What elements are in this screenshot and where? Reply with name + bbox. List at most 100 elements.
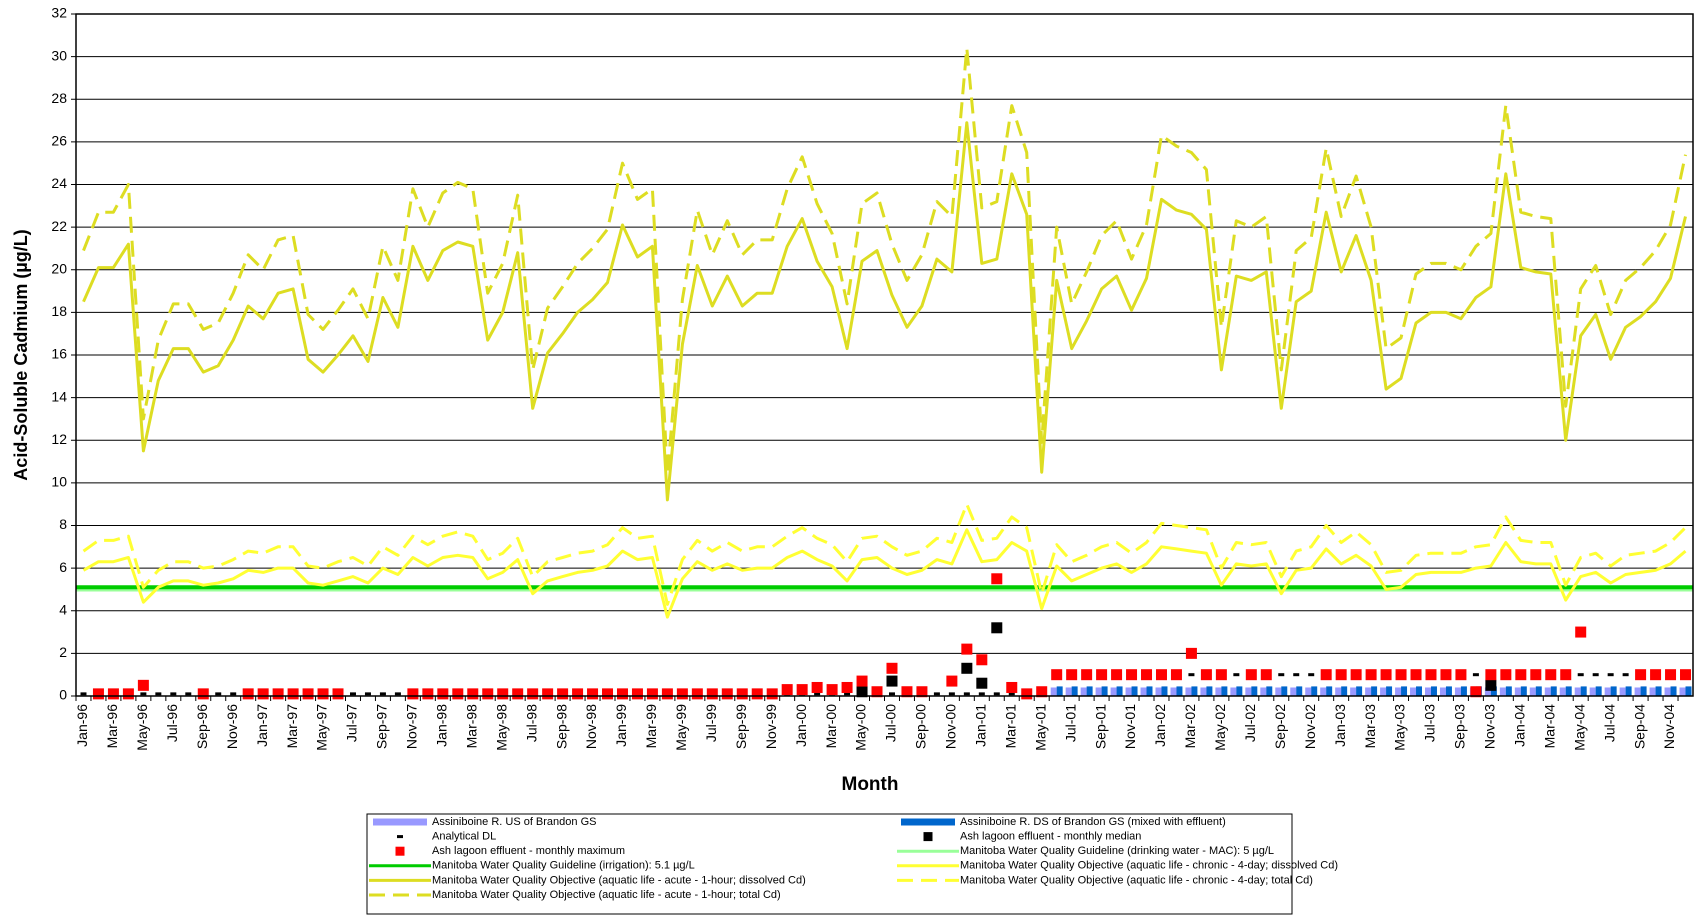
square-marker <box>1170 669 1182 681</box>
x-tick-label: May-01 <box>1032 704 1048 751</box>
x-tick-label: Jul-03 <box>1422 704 1438 742</box>
square-marker <box>317 688 329 700</box>
bar <box>1065 687 1072 696</box>
bar <box>1410 687 1417 696</box>
x-tick-label: Nov-98 <box>583 704 599 749</box>
bar <box>1685 686 1692 696</box>
square-marker <box>1665 669 1677 681</box>
bar <box>1140 687 1147 696</box>
square-marker <box>751 688 763 700</box>
legend-item: Assiniboine R. US of Brandon GS <box>373 816 596 828</box>
bar <box>1350 687 1357 696</box>
y-tick-label: 2 <box>59 644 67 660</box>
square-marker <box>1575 626 1587 638</box>
legend-label: Manitoba Water Quality Objective (aquati… <box>960 874 1313 886</box>
x-tick-label: May-97 <box>314 704 330 751</box>
bar <box>1401 686 1408 696</box>
bar <box>1445 686 1452 696</box>
x-tick-label: Jan-03 <box>1332 704 1348 747</box>
bar <box>1559 687 1566 696</box>
bar <box>1086 686 1093 696</box>
square-marker <box>691 688 703 700</box>
bar <box>1101 686 1108 696</box>
x-tick-label: May-04 <box>1571 704 1587 751</box>
bar <box>1281 686 1288 696</box>
square-marker <box>1245 669 1257 681</box>
square-marker <box>1410 669 1422 681</box>
square-marker <box>422 688 434 700</box>
square-marker <box>1395 669 1407 681</box>
bar <box>1221 686 1228 696</box>
square-marker <box>1066 669 1078 681</box>
bar <box>1424 687 1431 696</box>
bar <box>1251 686 1258 696</box>
square-marker <box>1111 669 1123 681</box>
legend-item: Ash lagoon effluent - monthly maximum <box>395 845 625 857</box>
square-marker <box>1096 669 1108 681</box>
bar <box>1619 687 1626 696</box>
square-marker <box>1006 681 1018 693</box>
bar <box>1305 687 1312 696</box>
bar <box>1505 686 1512 696</box>
square-marker <box>811 681 823 693</box>
legend-label: Ash lagoon effluent - monthly maximum <box>432 845 625 857</box>
legend-label: Analytical DL <box>432 831 496 843</box>
bar <box>1356 686 1363 696</box>
bar <box>1296 686 1303 696</box>
dashed-line <box>82 502 1687 606</box>
square-marker <box>766 688 778 700</box>
bar <box>1131 686 1138 696</box>
bar <box>1365 687 1372 696</box>
bar <box>1640 686 1647 696</box>
bar <box>1460 686 1467 696</box>
legend-item: Assiniboine R. DS of Brandon GS (mixed w… <box>901 816 1226 828</box>
bar <box>1529 687 1536 696</box>
square-marker <box>946 675 958 687</box>
y-tick-label: 32 <box>51 5 67 21</box>
square-marker <box>287 688 299 700</box>
x-tick-label: Mar-03 <box>1362 704 1378 749</box>
y-tick-label: 12 <box>51 431 67 447</box>
bar <box>1595 686 1602 696</box>
x-tick-label: Nov-97 <box>404 704 420 749</box>
square-marker <box>1635 669 1647 681</box>
legend-label: Manitoba Water Quality Guideline (drinki… <box>960 845 1274 857</box>
y-tick-label: 26 <box>51 133 67 149</box>
square-marker <box>527 688 539 700</box>
bar <box>1320 687 1327 696</box>
y-tick-label: 8 <box>59 516 67 532</box>
square-marker <box>437 688 449 700</box>
bar <box>1185 687 1192 696</box>
x-tick-label: Sep-98 <box>553 704 569 749</box>
legend-symbol <box>923 832 933 842</box>
y-tick-label: 16 <box>51 346 67 362</box>
square-marker <box>572 688 584 700</box>
bar <box>1610 686 1617 696</box>
bar <box>1625 686 1632 696</box>
y-tick-label: 14 <box>51 388 67 404</box>
square-marker <box>1185 647 1197 659</box>
x-tick-label: Sep-03 <box>1452 704 1468 749</box>
square-marker <box>736 688 748 700</box>
x-tick-label: Jan-96 <box>74 704 90 747</box>
x-tick-label: Mar-96 <box>104 704 120 749</box>
x-tick-label: May-02 <box>1212 704 1228 751</box>
square-marker <box>587 688 599 700</box>
bar <box>1245 687 1252 696</box>
square-marker <box>826 684 838 696</box>
bar <box>1380 687 1387 696</box>
legend-label: Manitoba Water Quality Objective (aquati… <box>432 874 806 886</box>
bar <box>1236 686 1243 696</box>
legend-item: Manitoba Water Quality Guideline (irriga… <box>369 860 695 872</box>
square-marker <box>856 686 868 698</box>
y-tick-label: 10 <box>51 474 67 490</box>
square-marker <box>1530 669 1542 681</box>
square-marker <box>1545 669 1557 681</box>
square-marker <box>721 688 733 700</box>
x-tick-label: Jul-98 <box>523 704 539 742</box>
legend-item: Manitoba Water Quality Objective (aquati… <box>897 874 1313 886</box>
legend-label: Manitoba Water Quality Objective (aquati… <box>960 860 1338 872</box>
bar <box>1146 686 1153 696</box>
x-tick-label: Sep-97 <box>374 704 390 749</box>
square-marker <box>1560 669 1572 681</box>
